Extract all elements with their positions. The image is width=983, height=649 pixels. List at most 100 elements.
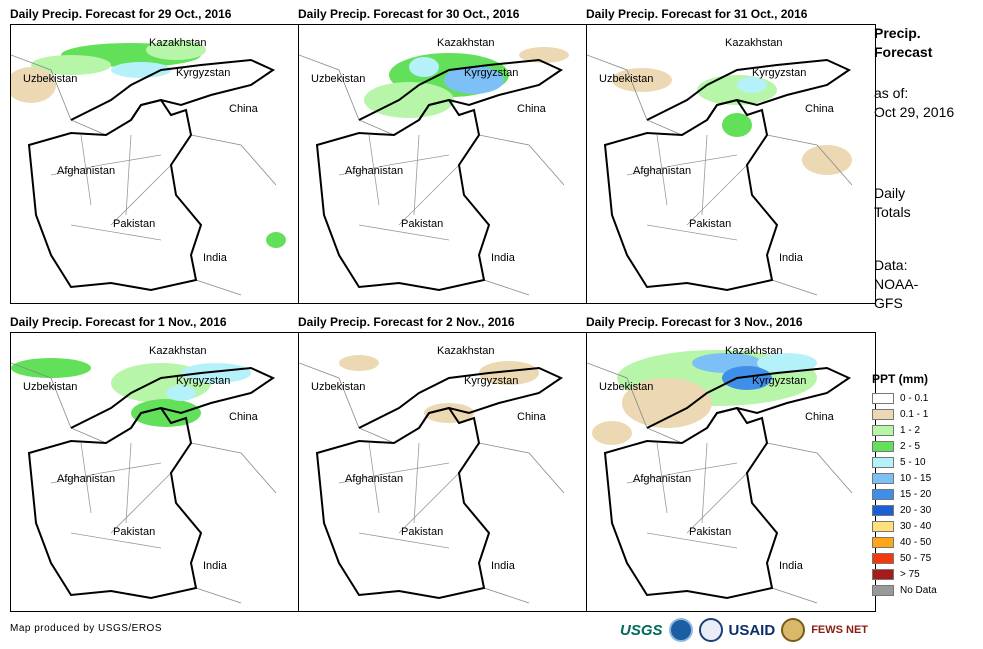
map-label-afghanistan: Afghanistan: [57, 473, 116, 485]
legend-swatch: [872, 424, 894, 436]
legend-item: 1 - 2: [872, 422, 982, 438]
legend-item: > 75: [872, 566, 982, 582]
legend-item: 15 - 20: [872, 486, 982, 502]
legend-label: 40 - 50: [900, 536, 932, 548]
country-boundary: [11, 54, 107, 136]
asof-value: Oct 29, 2016: [874, 104, 955, 120]
forecast-map: Kazakhstan Uzbekistan Kyrgyzstan China Afgha…: [10, 332, 300, 612]
totals-line: Daily: [874, 185, 906, 201]
legend-swatch: [872, 456, 894, 468]
legend-item: 50 - 75: [872, 550, 982, 566]
panel-title: Daily Precip. Forecast for 1 Nov., 2016: [10, 315, 227, 329]
map-label-china: China: [805, 411, 834, 423]
legend-label: 0.1 - 1: [900, 408, 929, 420]
map-label-afghanistan: Afghanistan: [633, 473, 692, 485]
map-label-kyrgyzstan: Kyrgyzstan: [464, 375, 519, 387]
map-label-uzbekistan: Uzbekistan: [23, 73, 78, 85]
map-label-pakistan: Pakistan: [689, 218, 732, 230]
map-label-kazakhstan: Kazakhstan: [437, 345, 495, 357]
legend-label: 20 - 30: [900, 504, 932, 516]
heading-line: Forecast: [874, 44, 933, 60]
forecast-panel-1: Daily Precip. Forecast for 29 Oct., 2016…: [10, 7, 300, 317]
country-boundary: [478, 442, 565, 604]
afghanistan-pakistan-outline: [27, 98, 203, 292]
precip-area: [146, 40, 206, 60]
map-label-kyrgyzstan: Kyrgyzstan: [176, 67, 231, 79]
map-label-china: China: [517, 103, 546, 115]
precip-area: [424, 403, 474, 423]
country-boundary: [587, 54, 683, 136]
forecast-panel-5: Daily Precip. Forecast for 2 Nov., 2016 …: [298, 315, 588, 625]
precip-area: [612, 68, 672, 92]
forecast-panel-2: Daily Precip. Forecast for 30 Oct., 2016…: [298, 7, 588, 317]
map-label-china: China: [229, 103, 258, 115]
totals-line: Totals: [874, 204, 911, 220]
country-boundary: [299, 362, 395, 444]
usgs-logo: USGS: [620, 621, 663, 639]
legend-label: 0 - 0.1: [900, 392, 929, 404]
map-graphic: [11, 358, 277, 604]
map-graphic: [11, 40, 286, 296]
legend-swatch: [872, 408, 894, 420]
legend-label: 5 - 10: [900, 456, 926, 468]
noaa-logo-icon: [668, 618, 693, 642]
data-source: Data: NOAA- GFS: [874, 256, 918, 313]
map-label-kazakhstan: Kazakhstan: [725, 37, 783, 49]
legend-item: 0.1 - 1: [872, 406, 982, 422]
central-asia-outline: [646, 58, 852, 121]
country-boundary: [478, 134, 565, 296]
precip-area: [722, 366, 772, 390]
panel-title: Daily Precip. Forecast for 29 Oct., 2016: [10, 7, 232, 21]
legend-item: 5 - 10: [872, 454, 982, 470]
legend-swatch: [872, 584, 894, 596]
precip-area: [181, 363, 251, 383]
country-boundary: [587, 362, 683, 444]
precip-area: [802, 145, 852, 175]
legend: PPT (mm) 0 - 0.1 0.1 - 1 1 - 2 2 - 5 5 - 10 1…: [872, 372, 982, 598]
precip-area: [722, 113, 752, 137]
forecast-panel-6: Daily Precip. Forecast for 3 Nov., 2016 …: [586, 315, 876, 625]
forecast-map: Kazakhstan Uzbekistan Kyrgyzstan China Afgha…: [586, 332, 876, 612]
map-label-china: China: [805, 103, 834, 115]
precip-area: [111, 62, 171, 78]
map-label-uzbekistan: Uzbekistan: [599, 381, 654, 393]
side-heading: Precip. Forecast: [874, 24, 932, 62]
legend-swatch: [872, 568, 894, 580]
map-label-kyrgyzstan: Kyrgyzstan: [464, 67, 519, 79]
country-boundary: [190, 442, 277, 604]
map-label-kazakhstan: Kazakhstan: [437, 37, 495, 49]
central-asia-outline: [70, 58, 276, 121]
afghanistan-pakistan-outline: [27, 406, 203, 600]
legend-item: 30 - 40: [872, 518, 982, 534]
map-label-pakistan: Pakistan: [401, 218, 444, 230]
fews-net-globe-icon: [781, 618, 806, 642]
legend-label: > 75: [900, 568, 920, 580]
panel-title: Daily Precip. Forecast for 2 Nov., 2016: [298, 315, 515, 329]
map-label-china: China: [229, 411, 258, 423]
legend-swatch: [872, 392, 894, 404]
map-label-afghanistan: Afghanistan: [633, 165, 692, 177]
precip-area: [444, 66, 504, 94]
legend-item: 2 - 5: [872, 438, 982, 454]
province-boundary: [338, 134, 460, 241]
legend-item: 10 - 15: [872, 470, 982, 486]
legend-swatch: [872, 504, 894, 516]
map-label-china: China: [517, 411, 546, 423]
province-boundary: [626, 442, 748, 549]
map-graphic: [299, 47, 569, 296]
credit-text: Map produced by USGS/EROS: [10, 623, 163, 634]
heading-line: Precip.: [874, 25, 921, 41]
legend-swatch: [872, 440, 894, 452]
map-label-india: India: [779, 560, 803, 572]
precip-area: [166, 385, 196, 401]
legend-label: 15 - 20: [900, 488, 932, 500]
map-label-india: India: [491, 560, 515, 572]
legend-label: No Data: [900, 584, 937, 596]
map-label-uzbekistan: Uzbekistan: [23, 381, 78, 393]
totals-note: Daily Totals: [874, 184, 911, 222]
map-label-pakistan: Pakistan: [113, 526, 156, 538]
map-label-kyrgyzstan: Kyrgyzstan: [752, 375, 807, 387]
legend-swatch: [872, 536, 894, 548]
map-label-india: India: [203, 252, 227, 264]
as-of-date: as of: Oct 29, 2016: [874, 84, 954, 122]
